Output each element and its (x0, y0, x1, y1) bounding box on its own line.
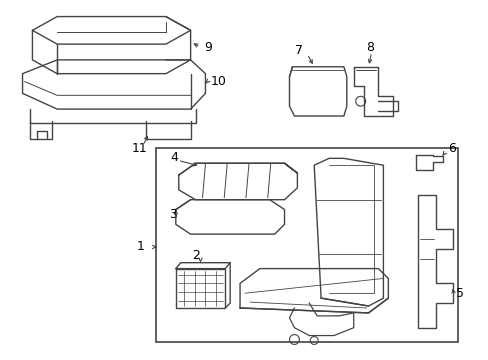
Text: 9: 9 (204, 41, 212, 54)
Text: 7: 7 (295, 44, 303, 57)
Text: 8: 8 (366, 41, 374, 54)
Text: 6: 6 (447, 142, 455, 155)
Text: 3: 3 (168, 208, 176, 221)
Text: 2: 2 (192, 249, 200, 262)
Text: 1: 1 (136, 240, 144, 253)
Bar (156, 148, 457, 342)
Text: 4: 4 (170, 151, 178, 164)
Text: 11: 11 (131, 142, 147, 155)
Text: 5: 5 (455, 287, 463, 300)
Text: 10: 10 (210, 75, 226, 88)
